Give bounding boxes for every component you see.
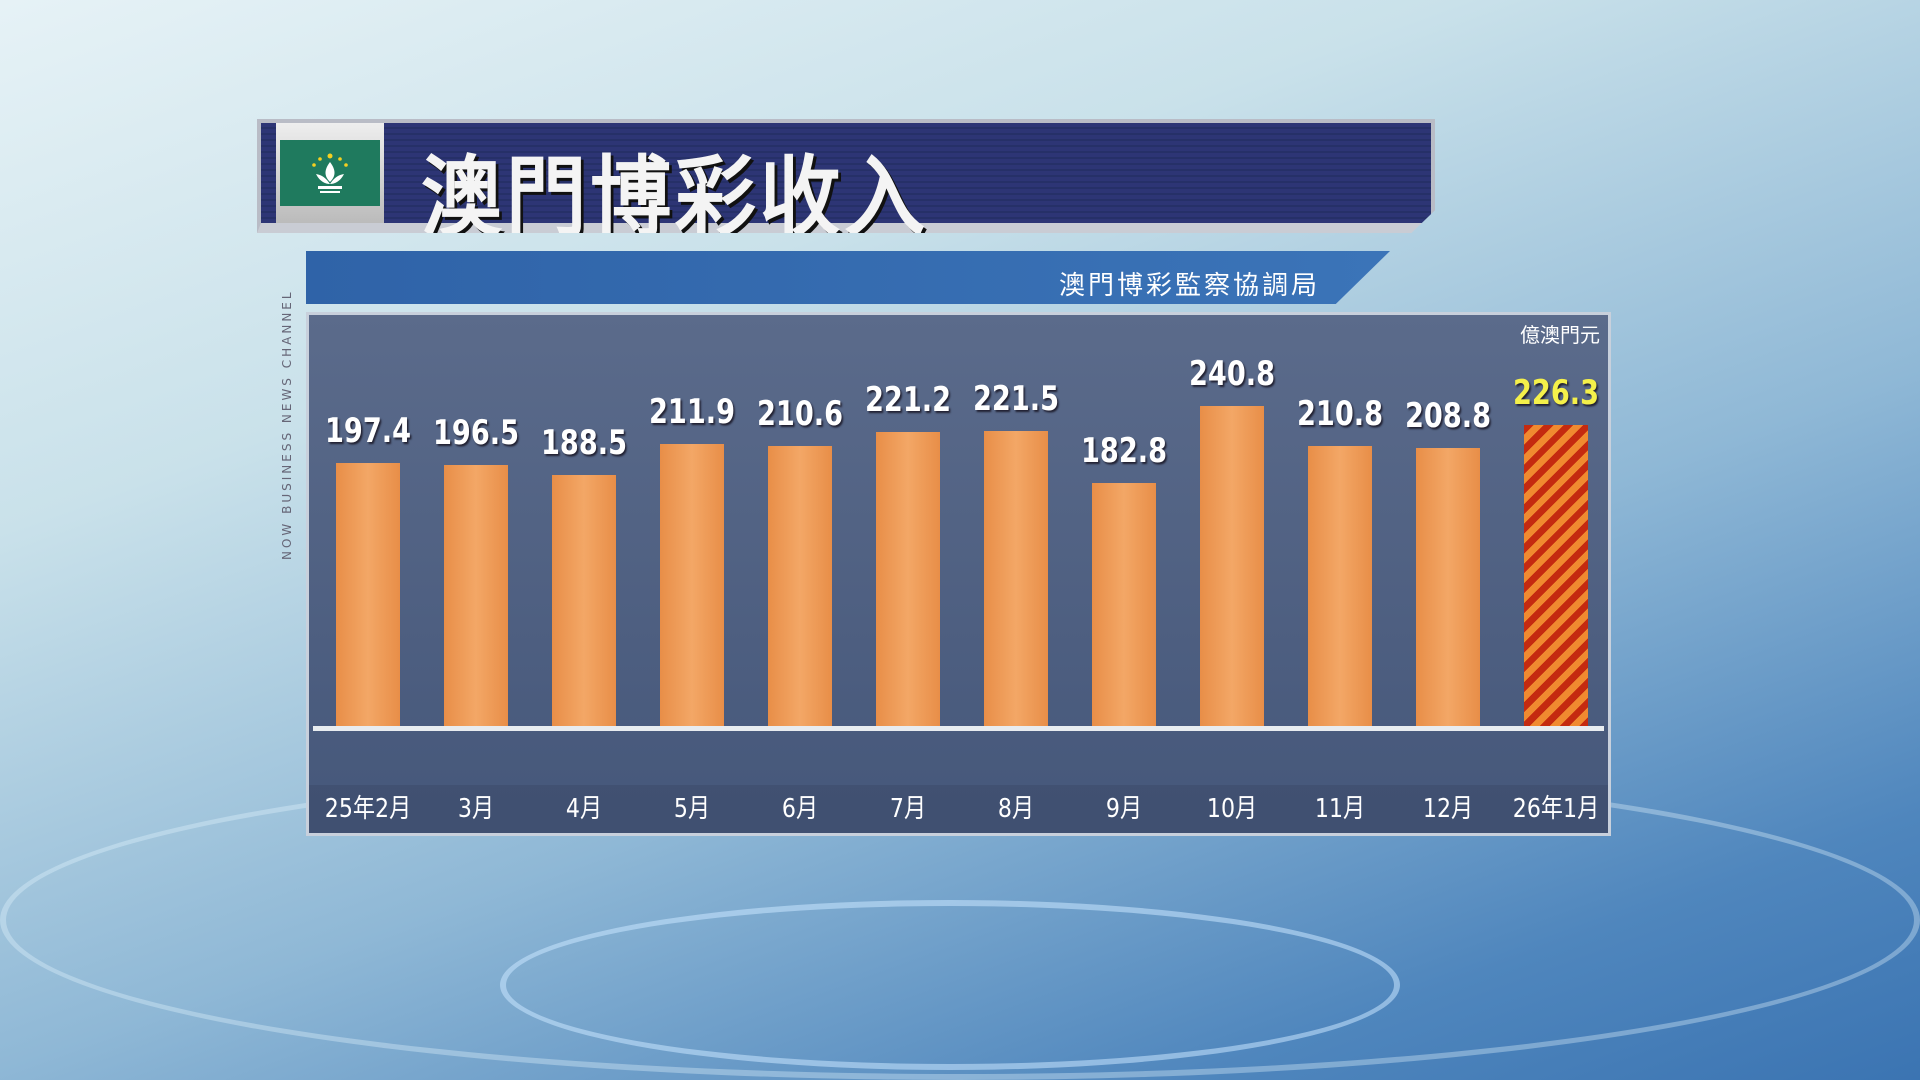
- x-tick-label: 12月: [1422, 794, 1474, 824]
- unit-label: 億澳門元: [1520, 323, 1600, 347]
- data-label: 188.5: [540, 423, 628, 464]
- x-axis-baseline: [313, 726, 1604, 731]
- data-label: 226.3: [1512, 373, 1600, 414]
- flag-frame: [276, 123, 384, 223]
- bar-11: [1524, 425, 1588, 726]
- macau-flag-icon: [280, 140, 380, 206]
- x-tick-label: 5月: [673, 794, 711, 824]
- chart-panel: 億澳門元 197.4 196.5 188.5 211.9 210.6 221.2 221.5…: [306, 312, 1611, 836]
- x-tick-label: 9月: [1105, 794, 1143, 824]
- bar-10: [1416, 448, 1480, 726]
- x-axis-band: [309, 785, 1608, 833]
- x-tick-label: 7月: [889, 794, 927, 824]
- data-label: 240.8: [1188, 353, 1276, 394]
- x-tick-label: 6月: [781, 794, 819, 824]
- data-label: 221.2: [864, 379, 952, 420]
- bar-6: [984, 431, 1048, 726]
- bar-8: [1200, 405, 1264, 726]
- bar-3: [660, 444, 724, 726]
- data-label: 211.9: [648, 392, 736, 433]
- x-tick-label: 4月: [565, 794, 603, 824]
- data-label: 210.8: [1296, 393, 1384, 434]
- data-label: 210.6: [756, 393, 844, 434]
- page-title: 澳門博彩收入: [421, 146, 929, 249]
- x-tick-label: 11月: [1314, 794, 1366, 824]
- x-tick-label: 25年2月: [324, 794, 412, 824]
- x-tick-label: 3月: [457, 794, 495, 824]
- source-label: 澳門博彩監察協調局: [1058, 271, 1320, 301]
- bar-5: [876, 431, 940, 726]
- bar-2: [552, 475, 616, 726]
- bar-4: [768, 445, 832, 726]
- x-tick-label: 8月: [997, 794, 1035, 824]
- title-bar: 澳門博彩收入: [257, 119, 1435, 233]
- bar-0: [336, 463, 400, 726]
- data-label: 182.8: [1080, 430, 1168, 471]
- bar-1: [444, 464, 508, 726]
- source-band: 澳門博彩監察協調局: [306, 251, 1390, 304]
- bar-9: [1308, 445, 1372, 726]
- bar-7: [1092, 482, 1156, 726]
- channel-brand: NOW BUSINESS NEWS CHANNEL: [280, 289, 294, 560]
- data-label: 221.5: [972, 379, 1060, 420]
- data-label: 208.8: [1404, 396, 1492, 437]
- data-label: 197.4: [324, 411, 412, 452]
- data-label: 196.5: [432, 412, 520, 453]
- x-tick-label: 10月: [1206, 794, 1258, 824]
- x-tick-label: 26年1月: [1512, 794, 1600, 824]
